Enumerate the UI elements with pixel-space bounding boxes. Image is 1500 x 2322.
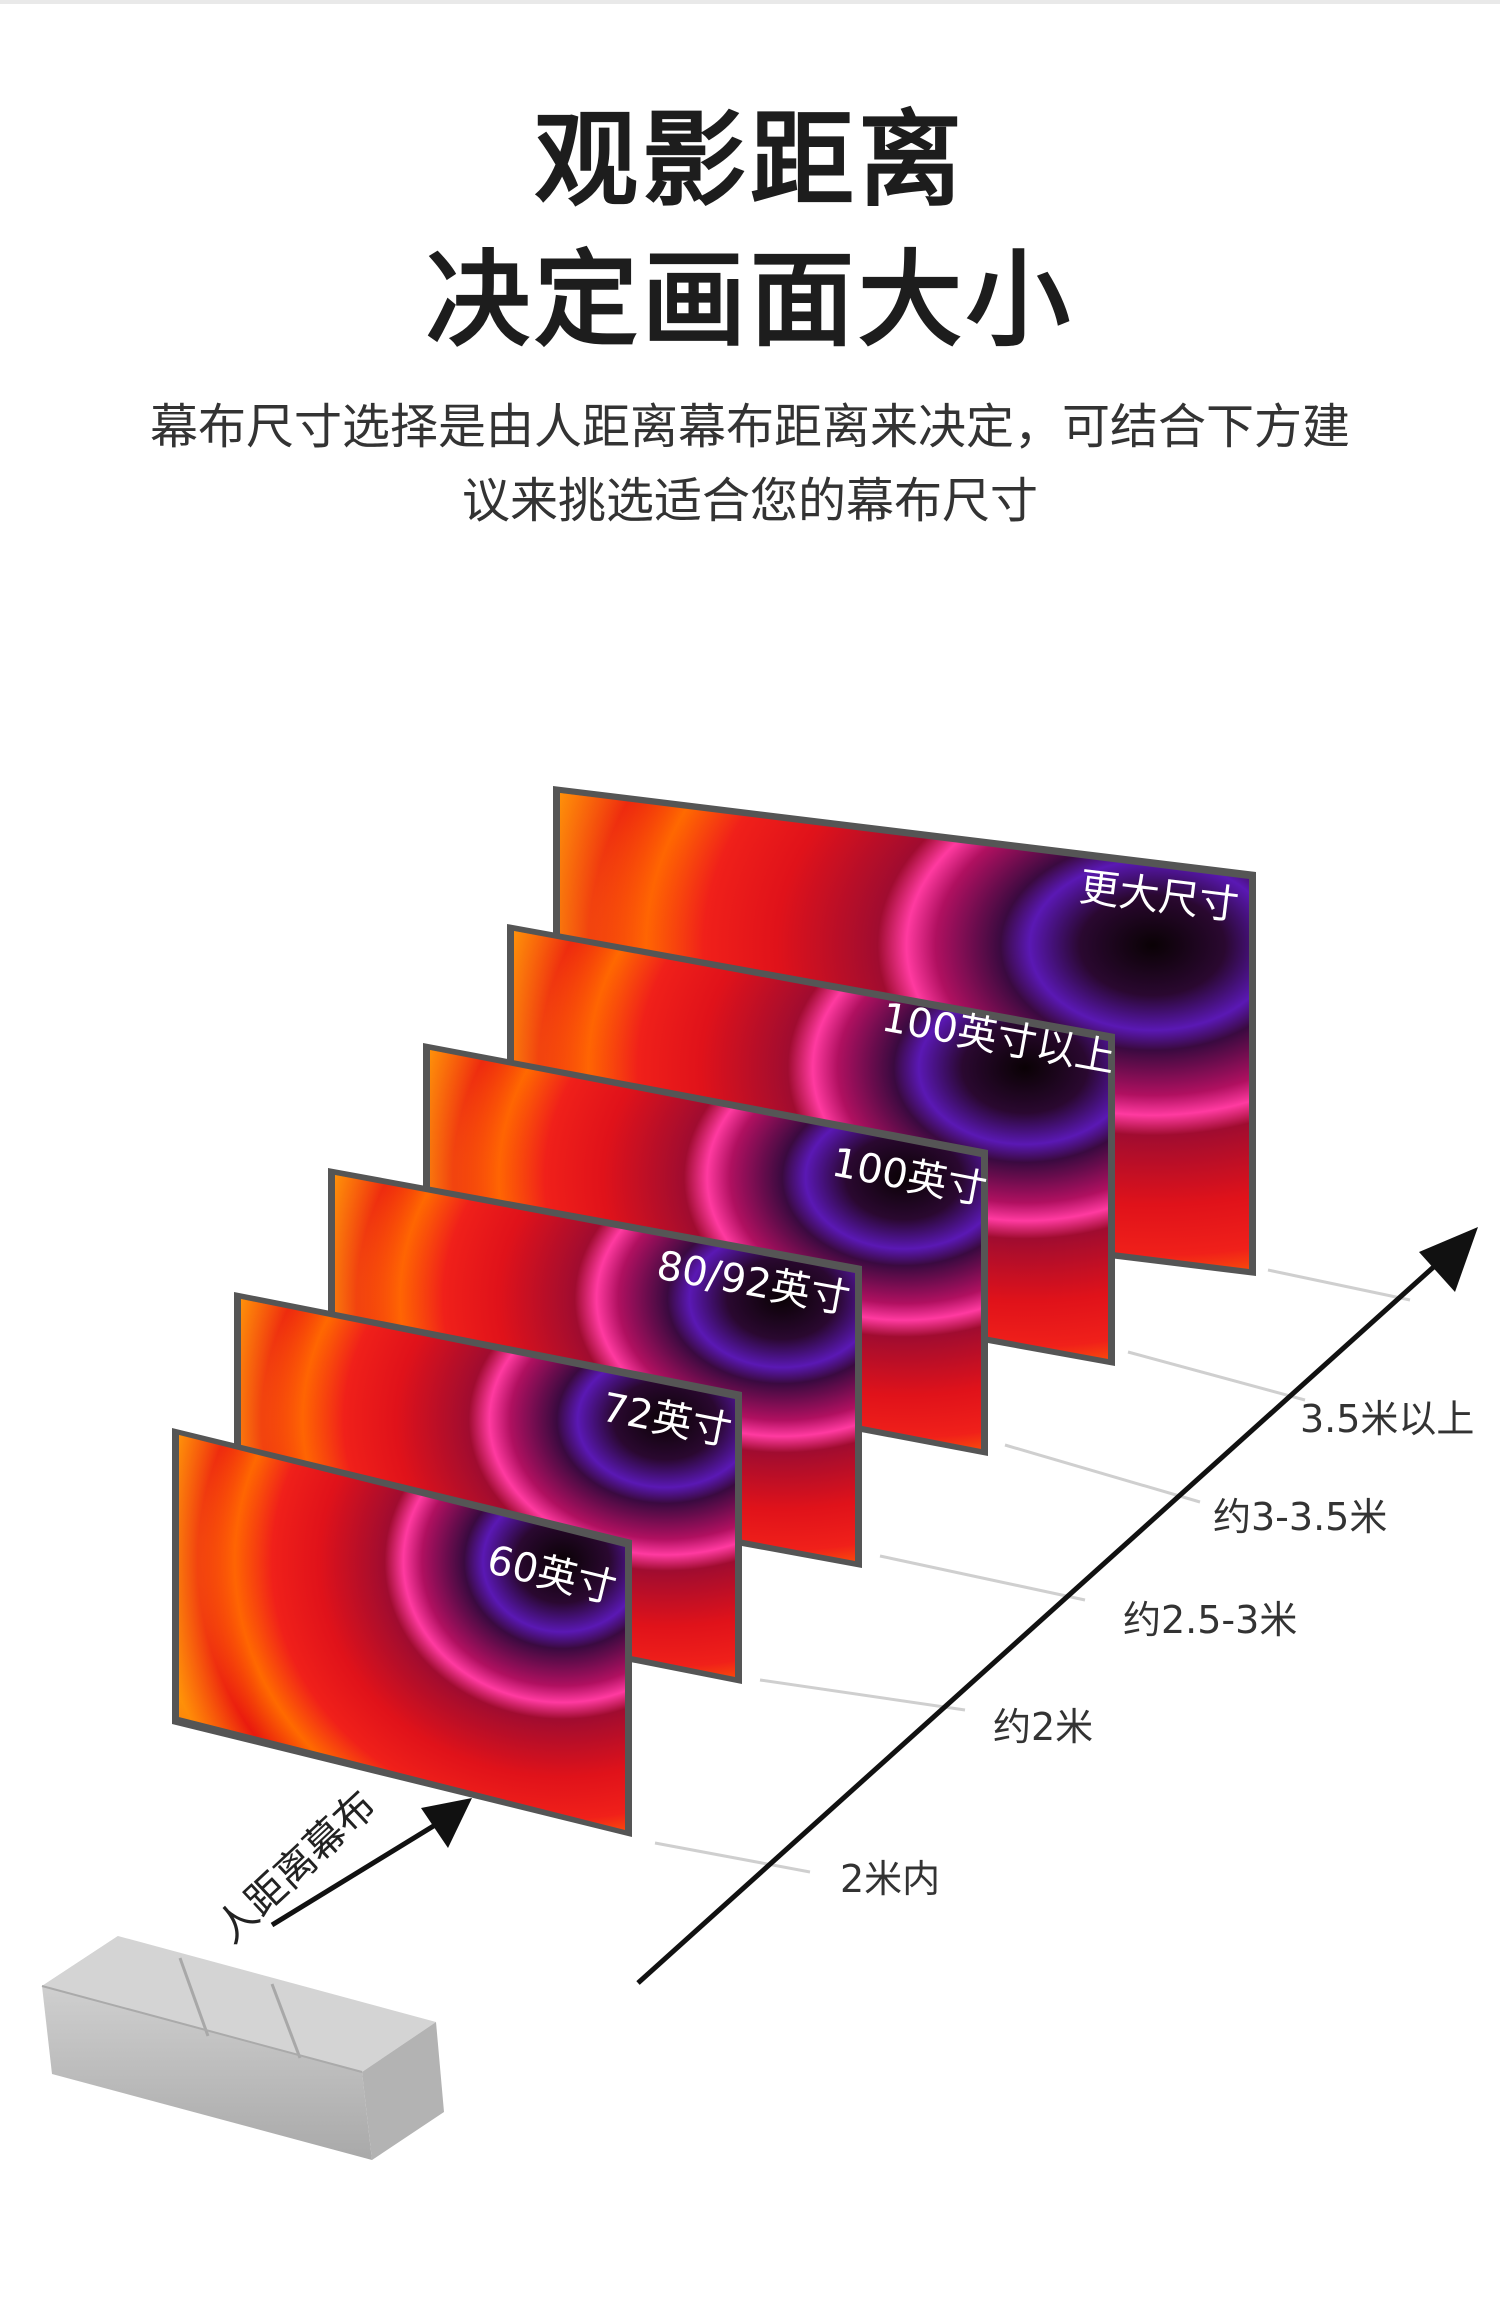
guide-line: [654, 1841, 811, 1874]
subtitle-line-2: 议来挑选适合您的幕布尺寸: [461, 473, 1038, 529]
screen-1: 60英寸: [172, 1428, 632, 1837]
distance-axis-line: [636, 1261, 1440, 1985]
viewer-arrow: 人距离幕布: [207, 1782, 472, 1952]
sofa-seat-top: [42, 1936, 436, 2072]
guide-line: [1127, 1350, 1306, 1402]
guide-line: [1267, 1268, 1411, 1302]
viewer-arrow-line: [270, 1819, 442, 1928]
top-divider: [0, 0, 1500, 4]
sofa-cushion-seam-2: [270, 1983, 302, 2059]
title-block: 观影距离 决定画面大小: [0, 90, 1500, 370]
subtitle-line-1: 幕布尺寸选择是由人距离幕布距离来决定，可结合下方建: [149, 399, 1350, 455]
distance-label: 约2米: [993, 1705, 1093, 1749]
distance-label: 3.5米以上: [1300, 1397, 1474, 1441]
sofa-cushion-seam-1: [178, 1957, 210, 2037]
viewer-arrowhead: [421, 1798, 472, 1848]
sofa-icon: [41, 1936, 444, 2160]
distance-axis-arrowhead: [1419, 1227, 1478, 1292]
page-title-line-1: 观影距离: [533, 99, 966, 221]
subtitle: 幕布尺寸选择是由人距离幕布距离来决定，可结合下方建 议来挑选适合您的幕布尺寸: [100, 390, 1400, 538]
sofa-front: [42, 1986, 372, 2160]
page-title-line-2: 决定画面大小: [425, 239, 1074, 361]
sofa-back-edge: [41, 1985, 363, 2073]
distance-guide-lines: [654, 1268, 1411, 1874]
guide-line: [759, 1678, 966, 1712]
distance-label: 约2.5-3米: [1123, 1598, 1297, 1642]
viewer-arrow-label: 人距离幕布: [207, 1782, 385, 1952]
screen-sheen: [179, 1435, 625, 1830]
guide-line: [879, 1554, 1086, 1602]
distance-label: 约3-3.5米: [1213, 1495, 1387, 1539]
distance-label: 2米内: [840, 1857, 940, 1901]
sofa-arm-right: [362, 2022, 444, 2160]
guide-line: [1004, 1443, 1201, 1504]
distance-axis: [636, 1227, 1478, 1985]
